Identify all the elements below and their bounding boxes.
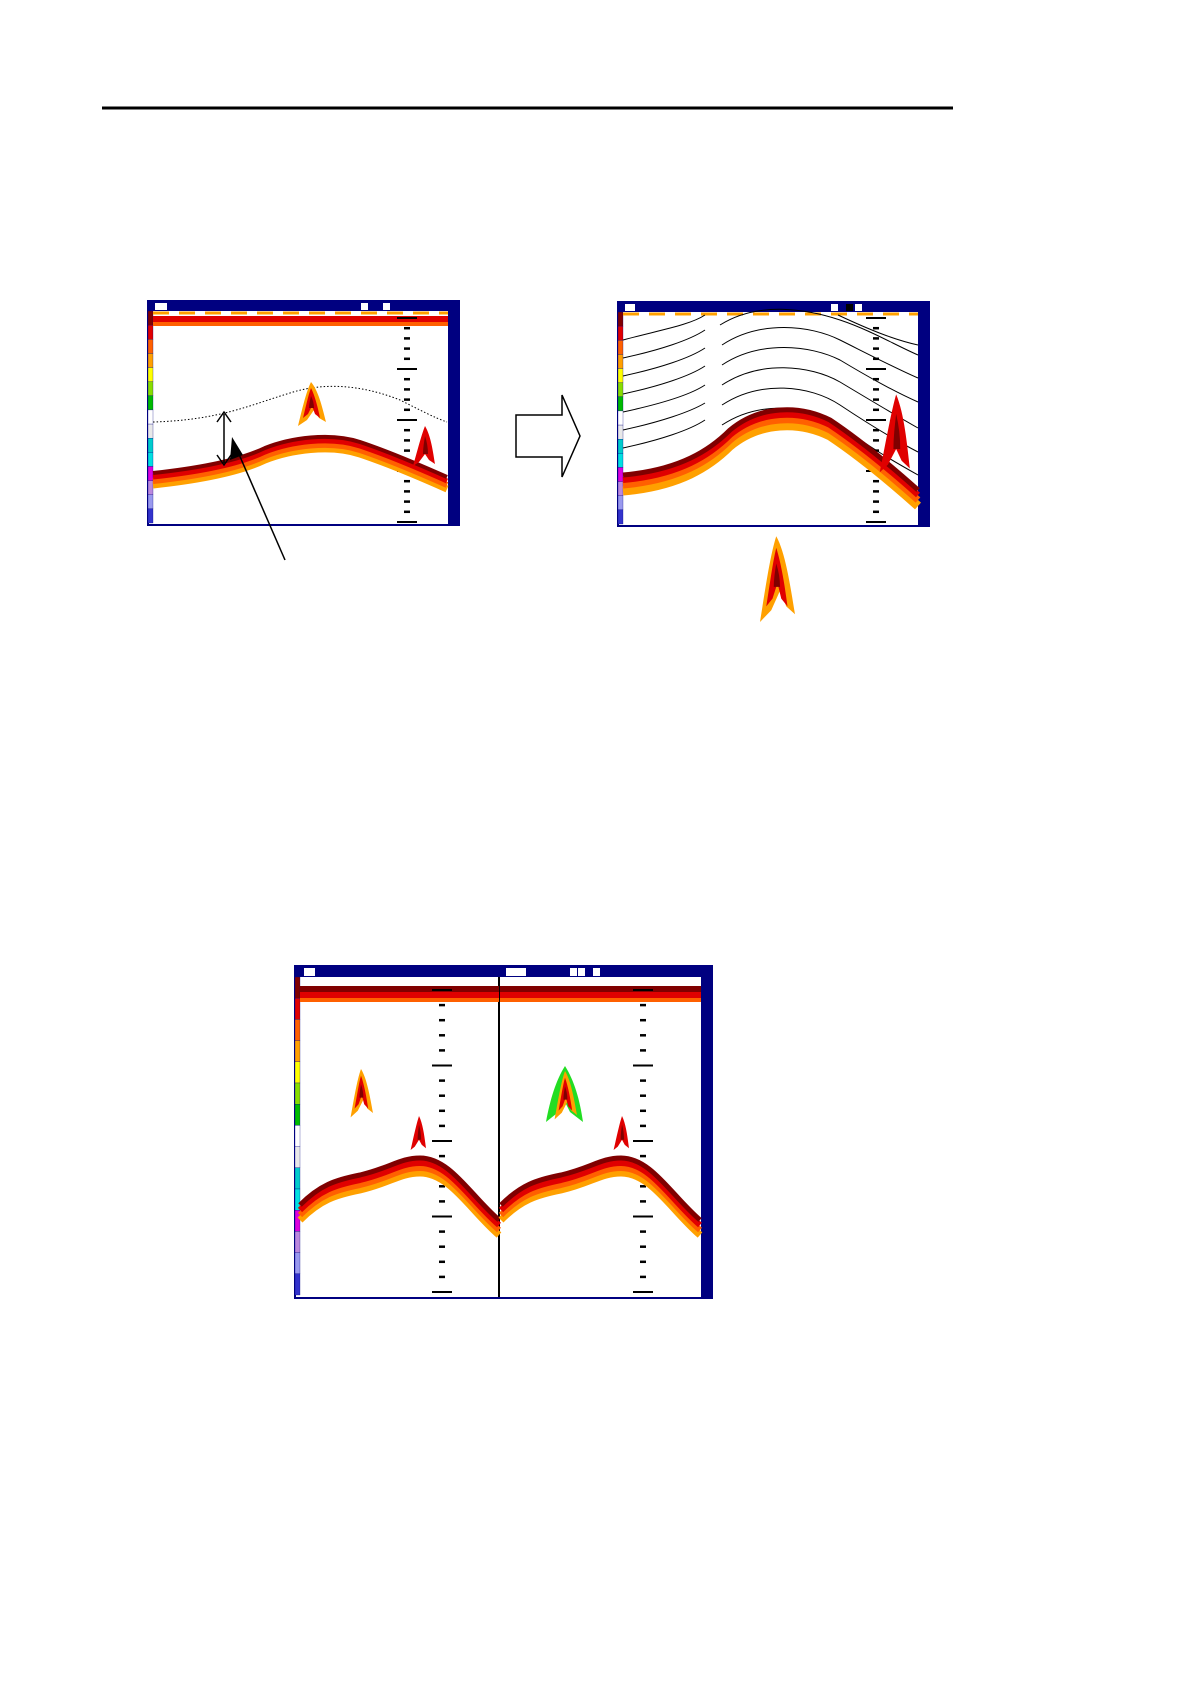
color-bar-segment xyxy=(147,353,154,368)
color-bar-segment xyxy=(617,424,624,440)
color-bar-segment xyxy=(147,395,154,411)
color-bar-segment xyxy=(294,1125,301,1147)
color-bar-segment xyxy=(294,998,301,1020)
color-bar-segment xyxy=(294,1146,301,1168)
color-bar-segment xyxy=(147,324,154,340)
color-bar-segment xyxy=(294,1104,301,1126)
color-bar-segment xyxy=(294,1061,301,1084)
color-bar-segment xyxy=(617,467,624,482)
color-bar-segment xyxy=(617,354,624,369)
transition-arrow xyxy=(515,394,581,478)
color-bar-segment xyxy=(147,452,154,467)
color-bar-segment xyxy=(617,382,624,397)
pointer-line xyxy=(237,451,286,561)
echogram-after xyxy=(617,301,930,622)
color-bar-segment xyxy=(617,439,624,454)
color-bar-segment xyxy=(294,1167,301,1190)
color-bar-segment xyxy=(294,1231,301,1253)
color-bar-segment xyxy=(294,1040,301,1062)
color-bar-segment xyxy=(147,480,154,495)
color-bar-segment xyxy=(147,466,154,481)
color-bar-segment xyxy=(294,1273,301,1296)
color-bar-segment xyxy=(294,1082,301,1105)
echogram-dual xyxy=(294,965,713,1299)
color-bar-segment xyxy=(617,368,624,383)
color-bar-segment xyxy=(617,325,624,341)
pointer-head xyxy=(230,437,243,460)
color-bar-segment xyxy=(617,410,624,426)
color-bar-segment xyxy=(294,1019,301,1041)
color-bar-segment xyxy=(617,340,624,355)
color-bar-segment xyxy=(147,339,154,354)
color-bar-segment xyxy=(147,310,154,326)
color-bar-segment xyxy=(147,438,154,453)
color-bar-segment xyxy=(147,494,154,510)
color-bar-segment xyxy=(147,381,154,396)
color-bar-segment xyxy=(294,1252,301,1274)
color-bar-segment xyxy=(617,495,624,511)
color-bar-segment xyxy=(617,481,624,496)
color-bar-segment xyxy=(617,509,624,525)
color-bar-segment xyxy=(147,409,154,425)
color-bar-segment xyxy=(147,423,154,439)
color-bar-segment xyxy=(147,367,154,382)
color-bar-segment xyxy=(617,311,624,327)
color-bar-segment xyxy=(617,453,624,468)
color-bar-segment xyxy=(294,976,301,999)
color-bar-segment xyxy=(617,396,624,412)
echogram-before xyxy=(147,300,460,526)
color-bar-segment xyxy=(147,508,154,524)
